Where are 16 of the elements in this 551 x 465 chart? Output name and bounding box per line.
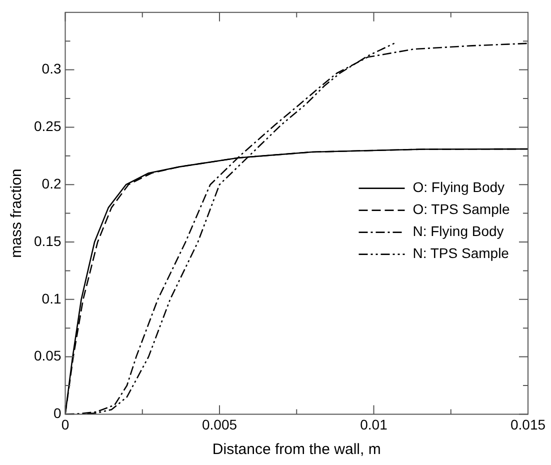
legend-label: O: Flying Body — [412, 179, 505, 196]
x-tick-label: 0.01 — [360, 416, 388, 432]
y-axis-title: mass fraction — [8, 168, 26, 258]
y-tick-label: 0.2 — [42, 175, 62, 192]
y-tick-label: 0.25 — [34, 118, 62, 134]
y-tick-label: 0.1 — [42, 290, 62, 306]
legend-label: O: TPS Sample — [412, 201, 510, 218]
y-tick-label: 0 — [53, 405, 62, 422]
y-tick-label: 0.05 — [34, 348, 62, 364]
x-tick-label: 0.015 — [510, 416, 546, 432]
legend-label: N: Flying Body — [412, 223, 504, 240]
x-tick-label: 0.005 — [202, 416, 238, 432]
x-axis-title: Distance from the wall, m — [212, 441, 381, 458]
legend-label: N: TPS Sample — [412, 245, 510, 262]
y-tick-label: 0.15 — [34, 232, 62, 249]
y-tick-label: 0.3 — [42, 60, 62, 77]
